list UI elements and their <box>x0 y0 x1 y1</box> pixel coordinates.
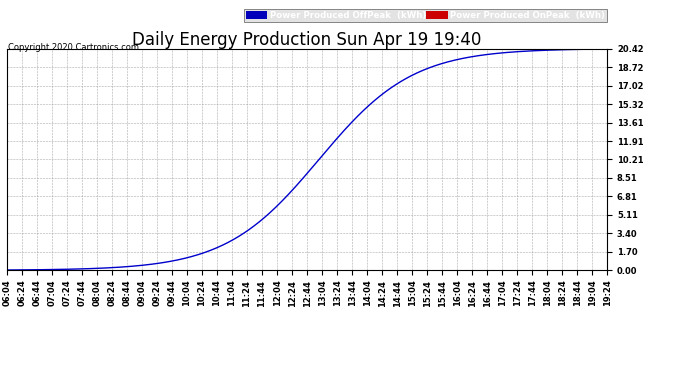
Title: Daily Energy Production Sun Apr 19 19:40: Daily Energy Production Sun Apr 19 19:40 <box>132 31 482 49</box>
Legend: Power Produced OffPeak  (kWh), Power Produced OnPeak  (kWh): Power Produced OffPeak (kWh), Power Prod… <box>244 9 607 22</box>
Text: Copyright 2020 Cartronics.com: Copyright 2020 Cartronics.com <box>8 43 139 52</box>
